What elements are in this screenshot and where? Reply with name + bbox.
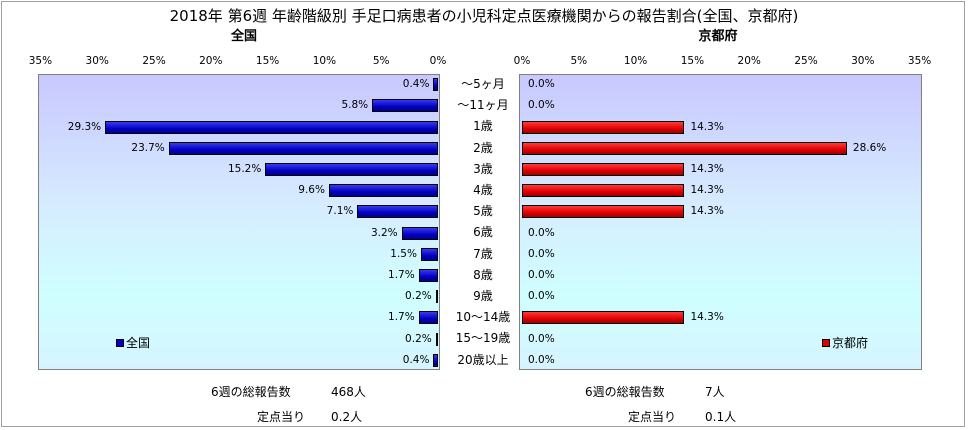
kyoto-value-label: 14.3% [690,184,724,197]
national-tick-label: 20% [199,55,223,67]
national-value-label: 1.5% [390,247,417,260]
kyoto-bar [522,141,847,155]
national-bar [105,120,438,134]
national-value-label: 15.2% [227,162,262,175]
category-label: 2歳 [473,140,493,155]
national-bar [435,290,438,304]
category-label: 3歳 [473,161,493,176]
category-label: 15～19歳 [455,331,511,346]
kyoto-bar [522,311,685,325]
national-bar [168,141,438,155]
kyoto-tick-label: 5% [570,55,588,67]
category-label: 6歳 [473,225,493,240]
national-value-label: 3.2% [370,226,398,239]
kyoto-value-label: 0.0% [528,332,555,345]
category-label: ～5ヶ月 [461,77,505,91]
category-label: ～11ヶ月 [457,98,509,113]
kyoto-value-label: 0.0% [528,247,555,260]
category-label: 5歳 [473,204,493,219]
national-total-value: 468人 [331,385,366,399]
national-tick-label: 10% [312,55,337,67]
kyoto-value-label: 0.0% [528,353,555,366]
kyoto-value-label: 0.0% [528,78,555,91]
kyoto-value-label: 14.3% [690,311,724,324]
national-value-label: 5.8% [341,99,369,112]
kyoto-value-label: 14.3% [690,162,724,175]
kyoto-tick-label: 0% [513,55,531,67]
category-label: 20歳以上 [457,352,509,367]
kyoto-value-label: 0.0% [528,290,555,303]
kyoto-total-label: 6週の総報告数 [585,385,665,399]
national-total-label: 6週の総報告数 [211,385,291,399]
kyoto-value-label: 0.0% [528,99,555,112]
national-value-label: 0.4% [402,353,430,366]
national-tick-label: 35% [28,55,53,67]
kyoto-value-label: 28.6% [852,141,887,154]
national-value-label: 9.6% [298,184,325,197]
category-label: 1歳 [473,119,493,134]
national-bar [418,311,438,325]
kyoto-legend: 京都府 [822,334,868,351]
national-value-label: 0.2% [405,290,432,303]
national-bar [420,247,438,261]
national-tick-label: 30% [85,55,109,67]
national-value-label: 29.3% [67,120,102,133]
national-bar [328,184,438,198]
national-value-label: 0.2% [405,332,432,345]
chart-title: 2018年 第6週 年齢階級別 手足口病患者の小児科定点医療機関からの報告割合(… [169,7,799,25]
kyoto-per-label: 定点当り [628,410,677,424]
national-value-label: 1.7% [388,268,415,281]
national-value-label: 7.1% [326,205,354,218]
national-bar [401,226,438,240]
kyoto-value-label: 0.0% [528,268,555,281]
national-legend-label: 全国 [126,336,151,350]
kyoto-tick-label: 25% [794,55,818,67]
national-tick-label: 25% [142,55,166,67]
national-bar [433,78,438,92]
national-tick-label: 0% [429,55,447,67]
kyoto-tick-label: 35% [907,55,932,67]
national-per-label: 定点当り [257,410,306,424]
category-label: 9歳 [473,289,493,303]
kyoto-tick-label: 15% [680,55,705,67]
kyoto-bar [522,162,685,176]
kyoto-bar [522,120,685,134]
national-bar [435,332,438,346]
kyoto-tick-label: 20% [737,55,761,67]
national-bar [433,353,438,367]
national-bar [265,162,438,176]
category-label: 4歳 [473,183,493,197]
kyoto-total-value: 7人 [705,385,725,399]
kyoto-bar [522,205,685,219]
kyoto-value-label: 0.0% [528,226,555,239]
kyoto-per-value: 0.1人 [705,410,737,424]
national-per-value: 0.2人 [331,410,363,424]
kyoto-tick-label: 10% [623,55,648,67]
national-tick-label: 15% [255,55,280,67]
national-bar [372,99,438,113]
kyoto-legend-label: 京都府 [832,336,869,350]
national-bar [357,205,438,219]
kyoto-plot-area [519,74,922,370]
kyoto-subtitle: 京都府 [698,29,738,44]
category-label: 7歳 [473,246,493,261]
kyoto-tick-label: 30% [851,55,875,67]
kyoto-value-label: 14.3% [690,120,724,133]
national-value-label: 0.4% [402,78,430,91]
kyoto-bar [522,184,685,198]
kyoto-legend-swatch [822,338,830,347]
kyoto-value-label: 14.3% [690,205,724,218]
national-plot-area [38,74,440,370]
national-tick-label: 5% [372,55,390,67]
national-value-label: 23.7% [131,141,165,154]
national-legend: 全国 [116,334,150,351]
category-label: 8歳 [473,267,493,282]
category-label: 10～14歳 [455,310,511,325]
national-value-label: 1.7% [388,311,415,324]
national-subtitle: 全国 [230,29,257,44]
national-legend-swatch [116,338,124,347]
national-bar [418,268,438,282]
